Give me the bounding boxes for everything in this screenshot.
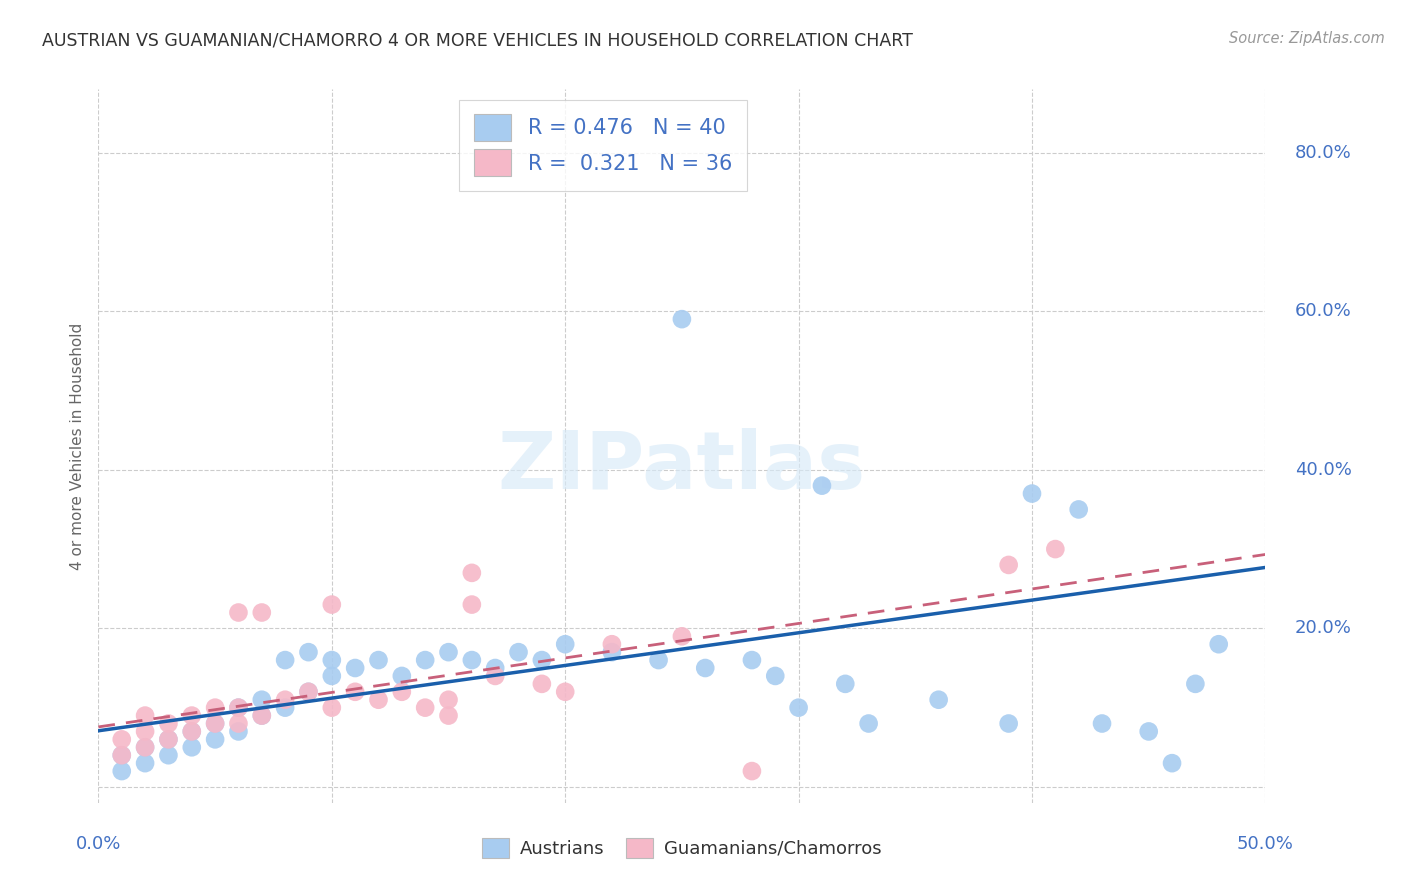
Point bbox=[600, 645, 623, 659]
Point bbox=[111, 748, 134, 763]
Point bbox=[157, 732, 180, 747]
Point bbox=[437, 708, 460, 723]
Point bbox=[1091, 716, 1114, 731]
Point bbox=[250, 606, 273, 620]
Point bbox=[1137, 724, 1160, 739]
Point bbox=[1161, 756, 1184, 771]
Point bbox=[741, 764, 763, 778]
Text: Source: ZipAtlas.com: Source: ZipAtlas.com bbox=[1229, 31, 1385, 46]
Point bbox=[204, 700, 226, 714]
Point bbox=[228, 716, 250, 731]
Point bbox=[530, 677, 553, 691]
Point bbox=[461, 598, 484, 612]
Point bbox=[1347, 129, 1369, 144]
Point bbox=[111, 748, 134, 763]
Point bbox=[321, 598, 343, 612]
Point bbox=[157, 716, 180, 731]
Point bbox=[274, 700, 297, 714]
Point bbox=[250, 708, 273, 723]
Point bbox=[250, 708, 273, 723]
Point bbox=[180, 740, 202, 755]
Point bbox=[134, 756, 156, 771]
Point bbox=[741, 653, 763, 667]
Point bbox=[997, 716, 1019, 731]
Point bbox=[134, 708, 156, 723]
Point bbox=[204, 716, 226, 731]
Point bbox=[530, 653, 553, 667]
Point bbox=[997, 558, 1019, 572]
Point bbox=[228, 700, 250, 714]
Point bbox=[297, 645, 319, 659]
Point bbox=[600, 637, 623, 651]
Point bbox=[391, 669, 413, 683]
Point bbox=[787, 700, 810, 714]
Legend: Austrians, Guamanians/Chamorros: Austrians, Guamanians/Chamorros bbox=[475, 830, 889, 865]
Point bbox=[554, 685, 576, 699]
Point bbox=[437, 645, 460, 659]
Point bbox=[204, 716, 226, 731]
Point bbox=[228, 724, 250, 739]
Text: AUSTRIAN VS GUAMANIAN/CHAMORRO 4 OR MORE VEHICLES IN HOUSEHOLD CORRELATION CHART: AUSTRIAN VS GUAMANIAN/CHAMORRO 4 OR MORE… bbox=[42, 31, 912, 49]
Point bbox=[367, 692, 389, 706]
Point bbox=[367, 653, 389, 667]
Point bbox=[834, 677, 856, 691]
Point bbox=[228, 700, 250, 714]
Point bbox=[344, 685, 367, 699]
Text: 40.0%: 40.0% bbox=[1295, 461, 1351, 479]
Text: 0.0%: 0.0% bbox=[76, 835, 121, 853]
Point bbox=[250, 692, 273, 706]
Point bbox=[321, 653, 343, 667]
Point bbox=[180, 724, 202, 739]
Point bbox=[554, 637, 576, 651]
Text: ZIPatlas: ZIPatlas bbox=[498, 428, 866, 507]
Point bbox=[274, 692, 297, 706]
Point bbox=[461, 566, 484, 580]
Point bbox=[508, 645, 530, 659]
Text: 80.0%: 80.0% bbox=[1295, 144, 1351, 161]
Point bbox=[461, 653, 484, 667]
Point bbox=[484, 669, 506, 683]
Point bbox=[157, 748, 180, 763]
Point bbox=[437, 692, 460, 706]
Point bbox=[413, 700, 436, 714]
Point bbox=[157, 732, 180, 747]
Point bbox=[180, 724, 202, 739]
Point bbox=[391, 685, 413, 699]
Point bbox=[858, 716, 880, 731]
Point bbox=[647, 653, 669, 667]
Point bbox=[274, 653, 297, 667]
Point bbox=[763, 669, 786, 683]
Point bbox=[180, 708, 202, 723]
Point bbox=[695, 661, 717, 675]
Point bbox=[1045, 542, 1067, 557]
Point bbox=[671, 629, 693, 643]
Point bbox=[134, 740, 156, 755]
Point bbox=[134, 724, 156, 739]
Point bbox=[344, 661, 367, 675]
Text: 50.0%: 50.0% bbox=[1237, 835, 1294, 853]
Point bbox=[111, 764, 134, 778]
Point bbox=[321, 700, 343, 714]
Point bbox=[1067, 502, 1090, 516]
Point bbox=[928, 692, 950, 706]
Point bbox=[671, 312, 693, 326]
Point bbox=[811, 478, 834, 492]
Point bbox=[134, 740, 156, 755]
Point bbox=[297, 685, 319, 699]
Text: 20.0%: 20.0% bbox=[1295, 619, 1351, 638]
Text: 60.0%: 60.0% bbox=[1295, 302, 1351, 320]
Y-axis label: 4 or more Vehicles in Household: 4 or more Vehicles in Household bbox=[70, 322, 86, 570]
Point bbox=[484, 661, 506, 675]
Point bbox=[111, 732, 134, 747]
Point bbox=[321, 669, 343, 683]
Point bbox=[228, 606, 250, 620]
Point bbox=[1208, 637, 1230, 651]
Point bbox=[413, 653, 436, 667]
Point bbox=[297, 685, 319, 699]
Point bbox=[204, 732, 226, 747]
Point bbox=[1021, 486, 1043, 500]
Point bbox=[1184, 677, 1206, 691]
